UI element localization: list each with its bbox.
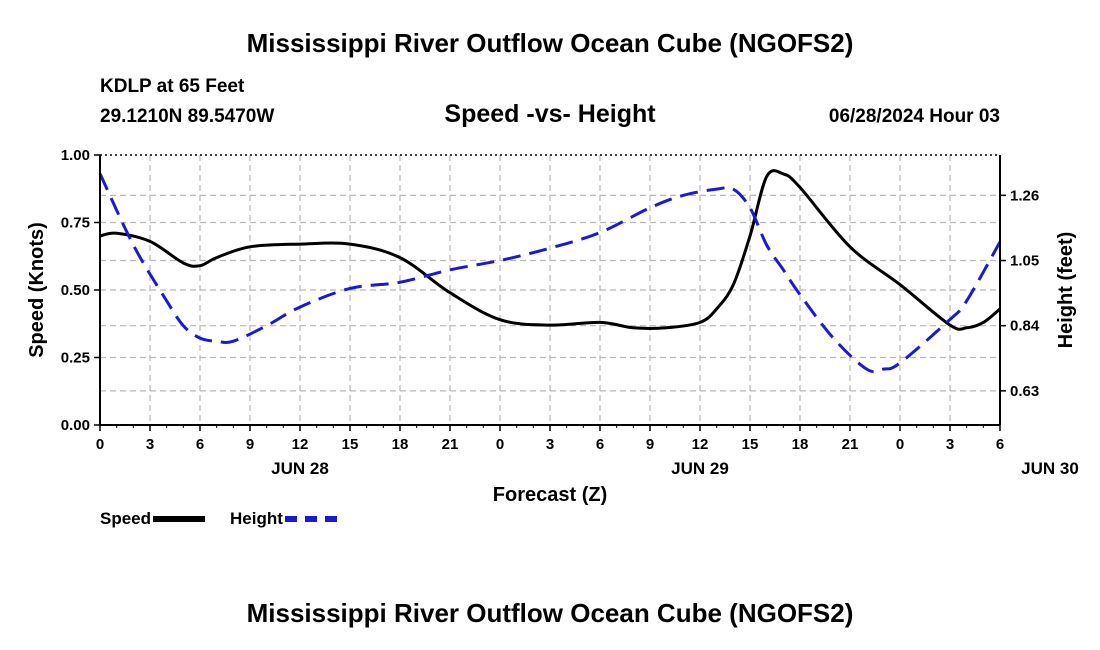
y-left-axis-title: Speed (Knots) (26, 222, 48, 358)
x-tick-label: 3 (146, 436, 154, 453)
height-series-line (98, 172, 1002, 374)
y-left-tick-label: 0.25 (61, 350, 90, 367)
grid (100, 155, 1000, 425)
x-tick-label: 3 (546, 436, 554, 453)
legend-height-label: Height (230, 509, 283, 528)
y-left-tick-label: 0.75 (61, 215, 90, 232)
station-label: KDLP at 65 Feet (100, 76, 245, 97)
x-tick-label: 0 (96, 436, 104, 453)
x-tick-label: 6 (596, 436, 604, 453)
x-tick-label: 21 (842, 436, 859, 453)
y-left-tick-label: 0.50 (61, 282, 90, 299)
x-tick-label: 9 (246, 436, 254, 453)
legend-speed: Speed (100, 509, 206, 529)
legend-speed-label: Speed (100, 509, 152, 528)
series-lines (98, 169, 1002, 374)
x-day-label: JUN 28 (271, 459, 329, 478)
x-tick-label: 15 (342, 436, 359, 453)
x-day-label: JUN 29 (671, 459, 729, 478)
plot-frame (94, 154, 1006, 431)
chart-title: Mississippi River Outflow Ocean Cube (NG… (246, 28, 854, 58)
y-right-tick-label: 1.26 (1010, 187, 1039, 204)
speed-series-line (99, 169, 1001, 331)
x-tick-label: 18 (392, 436, 409, 453)
x-tick-label: 12 (292, 436, 309, 453)
y-left-tick-label: 1.00 (61, 147, 90, 164)
x-tick-label: 21 (442, 436, 459, 453)
x-tick-label: 9 (646, 436, 654, 453)
station-coordinates: 29.1210N 89.5470W (100, 106, 275, 127)
forecast-datetime: 06/28/2024 Hour 03 (828, 106, 1000, 127)
y-right-tick-label: 1.05 (1010, 253, 1039, 270)
x-tick-label: 6 (196, 436, 204, 453)
y-right-tick-label: 0.84 (1010, 318, 1040, 335)
x-tick-label: 12 (692, 436, 709, 453)
x-tick-label: 15 (742, 436, 759, 453)
x-tick-label: 6 (996, 436, 1004, 453)
x-tick-label: 18 (792, 436, 809, 453)
legend-speed-swatch (153, 516, 206, 522)
y-right-tick-label: 0.63 (1010, 383, 1039, 400)
x-tick-label: 0 (496, 436, 504, 453)
axis-labels: 0 3 6 9 12 15 18 21 0 3 6 9 12 15 18 21 0 3 6 0.00 0.25 0.50 0… (26, 147, 1079, 506)
chart-subtitle: Speed -vs- Height (444, 100, 656, 128)
x-tick-label: 0 (896, 436, 904, 453)
legend-height: Height (230, 509, 337, 529)
y-right-axis-title: Height (feet) (1055, 232, 1077, 349)
footer-title: Mississippi River Outflow Ocean Cube (NG… (246, 598, 854, 628)
y-left-tick-label: 0.00 (61, 417, 90, 434)
legend-height-swatch (284, 516, 337, 522)
x-axis-title: Forecast (Z) (493, 484, 607, 506)
x-day-label: JUN 30 (1021, 459, 1079, 478)
x-tick-label: 3 (946, 436, 954, 453)
